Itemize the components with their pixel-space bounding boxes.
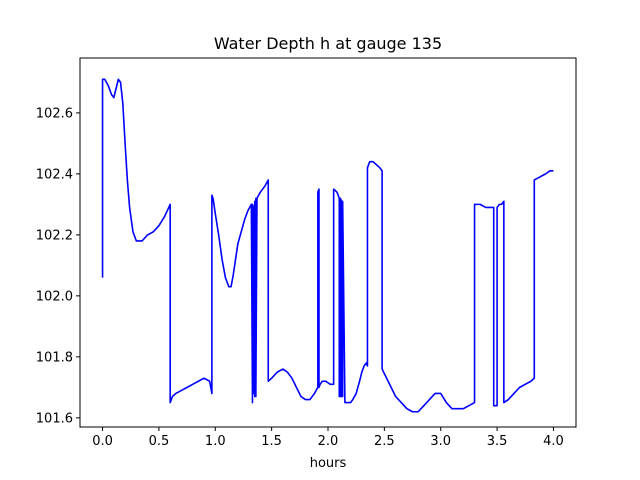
chart-title: Water Depth h at gauge 135 bbox=[214, 34, 442, 53]
x-axis-title: hours bbox=[310, 456, 347, 471]
y-tick-label: 102.2 bbox=[36, 228, 73, 243]
plot-frame bbox=[79, 57, 577, 428]
y-tick-label: 102.0 bbox=[36, 289, 73, 304]
axis-ticks: 0.0 0.5 1.0 1.5 2.0 2.5 3.0 3.5 4.0 101.6 101.8 102… bbox=[36, 106, 564, 449]
x-tick-label: 0.0 bbox=[92, 434, 113, 449]
x-tick-label: 3.5 bbox=[487, 434, 508, 449]
plot-area bbox=[101, 78, 554, 413]
y-tick-label: 101.6 bbox=[36, 411, 73, 426]
x-tick-label: 4.0 bbox=[543, 434, 564, 449]
x-tick-label: 1.5 bbox=[261, 434, 282, 449]
x-tick-label: 2.5 bbox=[374, 434, 395, 449]
x-tick-label: 1.0 bbox=[205, 434, 226, 449]
x-tick-label: 0.5 bbox=[149, 434, 170, 449]
y-tick-label: 102.4 bbox=[36, 167, 73, 182]
series-line-0 bbox=[101, 78, 554, 413]
y-tick-label: 101.8 bbox=[36, 350, 73, 365]
y-tick-label: 102.6 bbox=[36, 106, 73, 121]
x-tick-label: 2.0 bbox=[318, 434, 339, 449]
x-tick-label: 3.0 bbox=[430, 434, 451, 449]
